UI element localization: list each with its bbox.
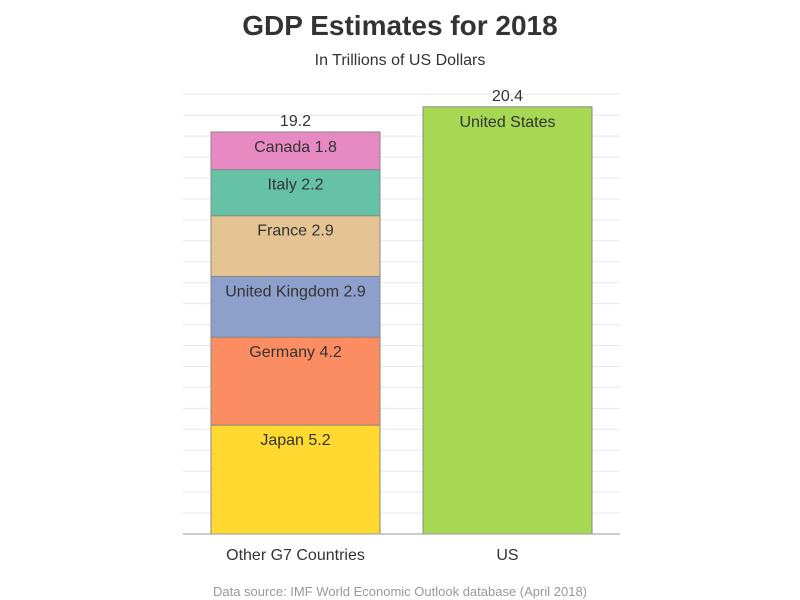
segment-label-canada: Canada 1.8 <box>254 139 337 156</box>
category-labels: Other G7 Countries US <box>226 547 518 564</box>
category-label-us: US <box>496 547 518 564</box>
segment-label-united-kingdom: United Kingdom 2.9 <box>225 283 366 300</box>
bar-segment-canada[interactable] <box>210 131 381 171</box>
bar-segment-united-states[interactable] <box>422 106 593 535</box>
data-source-footnote: Data source: IMF World Economic Outlook … <box>213 584 587 599</box>
category-label-other-g7-countries: Other G7 Countries <box>226 547 365 564</box>
chart-subtitle: In Trillions of US Dollars <box>315 52 486 69</box>
segment-label-france: France 2.9 <box>257 223 334 240</box>
chart-title: GDP Estimates for 2018 <box>242 10 557 41</box>
segment-label-italy: Italy 2.2 <box>267 177 323 194</box>
total-label-other-g7-countries: 19.2 <box>280 113 311 130</box>
segment-label-japan: Japan 5.2 <box>260 432 330 449</box>
segment-label-united-states: United States <box>459 114 555 131</box>
bar-labels: Japan 5.2 Germany 4.2 United Kingdom 2.9 Fr… <box>225 88 555 449</box>
bar-segment-germany[interactable] <box>210 336 381 426</box>
total-label-us: 20.4 <box>492 88 523 105</box>
bar-segment-japan[interactable] <box>210 424 381 535</box>
bars <box>210 106 593 535</box>
bar-segment-italy[interactable] <box>210 169 381 217</box>
segment-label-germany: Germany 4.2 <box>249 344 342 361</box>
